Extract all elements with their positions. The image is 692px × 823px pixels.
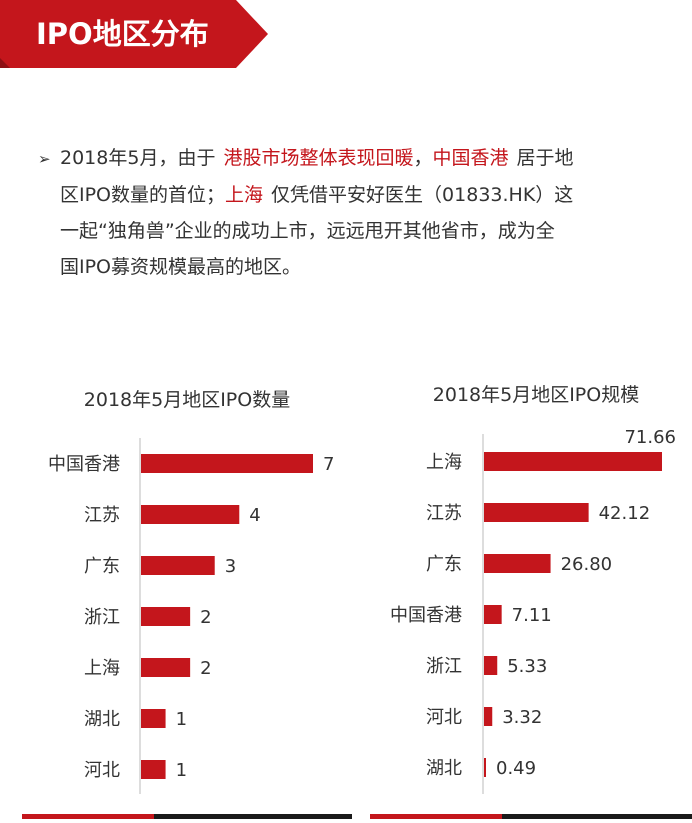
footer-bar-dark-left — [154, 814, 352, 819]
category-label: 广东 — [426, 554, 462, 575]
bar — [141, 709, 166, 728]
bar — [484, 503, 589, 522]
category-label: 广东 — [84, 556, 120, 577]
value-label: 7.11 — [512, 605, 552, 626]
category-label: 江苏 — [426, 503, 462, 524]
category-label: 浙江 — [426, 656, 462, 677]
value-label: 4 — [249, 505, 260, 526]
footer-bar-red-right — [370, 814, 502, 819]
value-label: 2 — [200, 607, 211, 628]
summary-text: 仅凭借平安好医生（01833.HK）这 — [271, 184, 574, 206]
value-label: 7 — [323, 454, 334, 475]
summary-text: 2018年5月，由于 — [60, 147, 216, 169]
bar — [141, 607, 191, 626]
value-label: 3.32 — [502, 707, 542, 728]
header-ribbon — [0, 0, 268, 68]
value-label: 26.80 — [561, 554, 613, 575]
highlight-hongkong: 中国香港 — [432, 147, 509, 169]
summary-line-4: 国IPO募资规模最高的地区。 — [60, 256, 302, 278]
value-label: 3 — [225, 556, 236, 577]
chart-title: 2018年5月地区IPO规模 — [433, 384, 639, 406]
bar — [484, 758, 486, 777]
summary-line-2: 区IPO数量的首位；上海 仅凭借平安好医生（01833.HK）这 — [38, 177, 666, 213]
value-label: 42.12 — [599, 503, 651, 524]
category-label: 浙江 — [84, 607, 120, 628]
value-label: 71.66 — [624, 427, 676, 448]
section-header: IPO地区分布 — [0, 0, 268, 68]
summary-text: ， — [413, 147, 433, 169]
section-title: IPO地区分布 — [36, 17, 209, 51]
bar — [141, 505, 240, 524]
bar — [484, 452, 662, 471]
category-label: 湖北 — [426, 758, 462, 779]
summary-line-1: ➢ 2018年5月，由于 港股市场整体表现回暖，中国香港 居于地 — [38, 140, 666, 177]
summary-text: 居于地 — [516, 147, 574, 169]
highlight-shanghai: 上海 — [225, 184, 264, 206]
summary-paragraph: ➢ 2018年5月，由于 港股市场整体表现回暖，中国香港 居于地 区IPO数量的首位；… — [38, 140, 666, 285]
value-label: 1 — [176, 760, 187, 781]
category-label: 上海 — [426, 452, 462, 473]
bar — [141, 454, 313, 473]
bar — [484, 656, 498, 675]
category-label: 河北 — [426, 707, 462, 728]
value-label: 1 — [176, 709, 187, 730]
category-label: 中国香港 — [390, 605, 462, 626]
category-label: 江苏 — [84, 505, 120, 526]
bar — [141, 556, 215, 575]
category-label: 湖北 — [84, 709, 120, 730]
arrow-right-icon: ➢ — [38, 150, 51, 168]
highlight-market: 港股市场整体表现回暖 — [223, 147, 414, 169]
chart-title: 2018年5月地区IPO数量 — [84, 389, 290, 411]
category-label: 上海 — [84, 658, 120, 679]
bar — [484, 707, 493, 726]
bar — [141, 658, 191, 677]
footer-bar-red-left — [22, 814, 154, 819]
category-label: 中国香港 — [48, 454, 120, 475]
value-label: 2 — [200, 658, 211, 679]
bar — [141, 760, 166, 779]
footer-bar-dark-right — [502, 814, 692, 819]
value-label: 5.33 — [507, 656, 547, 677]
value-label: 0.49 — [496, 758, 536, 779]
summary-line-3: 一起“独角兽”企业的成功上市，远远甩开其他省市，成为全 — [60, 220, 555, 242]
category-label: 河北 — [84, 760, 120, 781]
summary-text: 区IPO数量的首位； — [60, 184, 226, 206]
bar — [484, 554, 551, 573]
bar — [484, 605, 502, 624]
